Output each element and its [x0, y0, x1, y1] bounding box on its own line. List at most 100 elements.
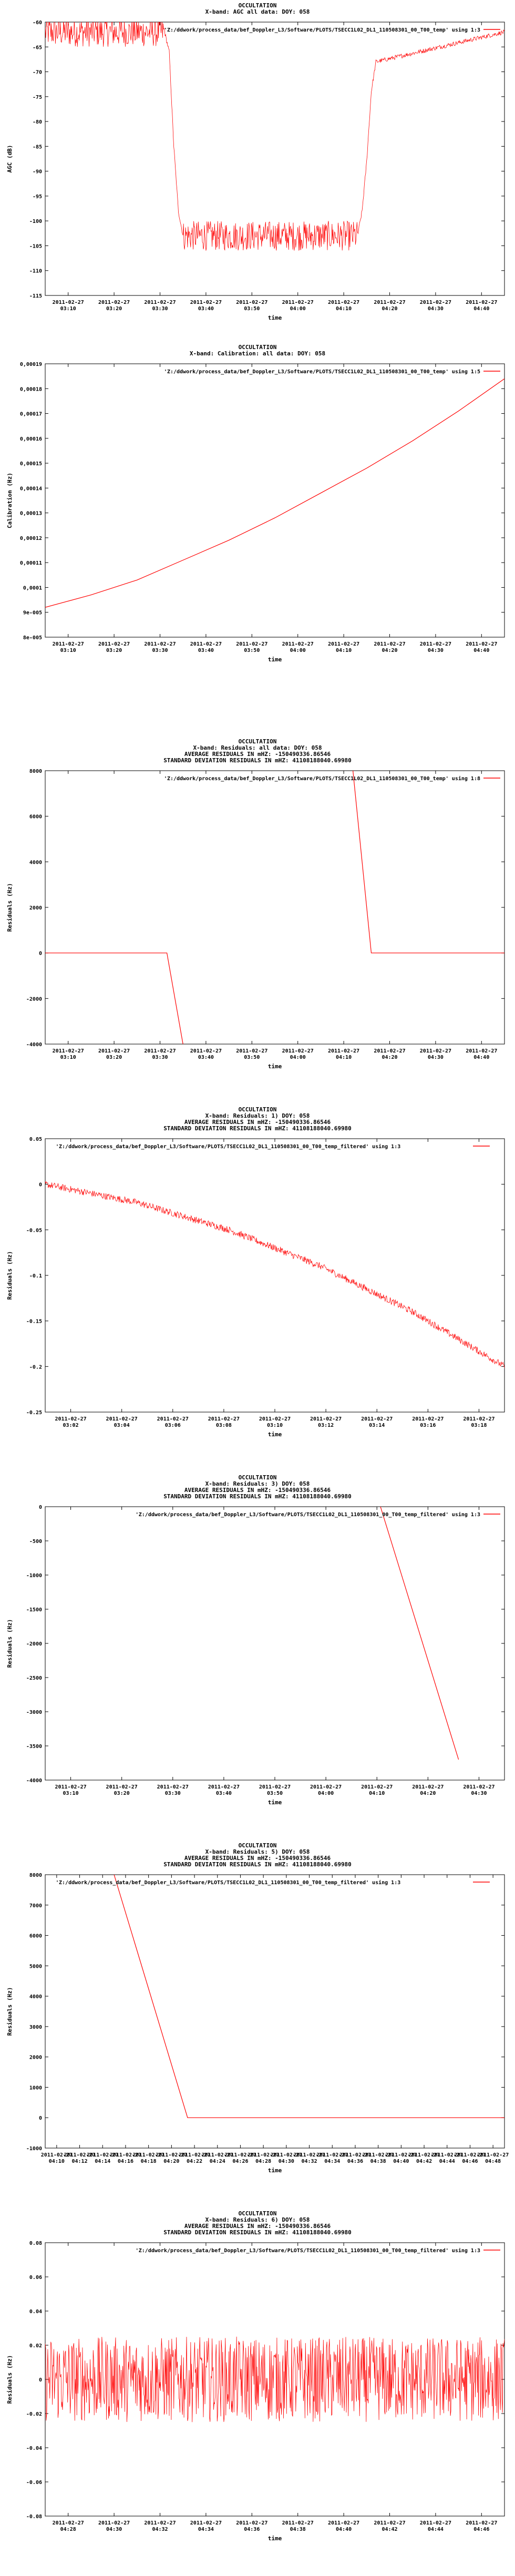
series-line	[45, 953, 183, 1044]
y-tick-label: 2000	[29, 905, 42, 911]
x-tick-label: 03:12	[318, 1423, 334, 1428]
x-tick-label: 03:08	[216, 1423, 232, 1428]
x-tick-label: 04:44	[439, 2159, 455, 2164]
y-tick-label: -90	[33, 169, 42, 175]
x-tick-label: 2011-02-27	[133, 2152, 164, 2158]
x-tick-label: 2011-02-27	[466, 300, 497, 305]
x-axis-label: time	[268, 2167, 282, 2174]
x-tick-label: 04:32	[152, 2527, 168, 2532]
x-tick-label: 03:20	[106, 306, 122, 312]
x-tick-label: 04:10	[336, 648, 352, 653]
x-tick-label: 04:10	[336, 1055, 352, 1060]
legend-label: 'Z:/ddwork/process_data/bef_Doppler_L3/S…	[136, 1511, 480, 1518]
y-tick-label: 0.04	[29, 2309, 42, 2315]
x-tick-label: 03:14	[369, 1423, 385, 1428]
x-tick-label: 04:46	[462, 2159, 478, 2164]
y-tick-label: 9e-005	[23, 610, 42, 616]
chart-subtitle: AVERAGE RESIDUALS IN mHZ: -150490336.865…	[184, 1119, 331, 1126]
y-tick-label: 6000	[29, 1934, 42, 1939]
x-tick-label: 2011-02-27	[339, 2152, 371, 2158]
x-tick-label: 2011-02-27	[98, 641, 130, 647]
chart-panel-7: OCCULTATION X-band: Residuals: 6) DOY: 05…	[0, 2208, 515, 2571]
x-tick-label: 2011-02-27	[431, 2152, 463, 2158]
y-tick-label: 0.05	[29, 1137, 42, 1142]
series-line	[380, 1507, 459, 1760]
x-tick-label: 04:30	[428, 1055, 444, 1060]
x-tick-label: 2011-02-27	[374, 2520, 405, 2526]
x-tick-label: 2011-02-27	[53, 300, 84, 305]
x-tick-label: 04:14	[95, 2159, 110, 2164]
x-tick-label: 2011-02-27	[98, 1048, 130, 1054]
x-tick-label: 2011-02-27	[282, 300, 314, 305]
x-tick-label: 04:32	[301, 2159, 317, 2164]
y-tick-label: 0,0001	[23, 585, 42, 591]
x-tick-label: 2011-02-27	[53, 1048, 84, 1054]
y-tick-label: -2000	[26, 996, 42, 1002]
x-tick-label: 03:10	[267, 1423, 283, 1428]
y-tick-label: 0,00012	[20, 536, 42, 541]
legend-label: 'Z:/ddwork/process_data/bef_Doppler_L3/S…	[56, 1143, 400, 1150]
x-tick-label: 2011-02-27	[179, 2152, 210, 2158]
x-tick-label: 2011-02-27	[236, 300, 267, 305]
x-tick-label: 2011-02-27	[316, 2152, 348, 2158]
x-tick-label: 04:00	[290, 1055, 306, 1060]
x-tick-label: 04:34	[324, 2159, 340, 2164]
y-tick-label: 0	[39, 1182, 42, 1188]
x-tick-label: 2011-02-27	[98, 300, 130, 305]
x-tick-label: 2011-02-27	[463, 1784, 495, 1790]
y-tick-label: 0,00019	[20, 362, 42, 367]
plot-frame	[45, 22, 505, 296]
chart-panel-6: OCCULTATION X-band: Residuals: 5) DOY: 05…	[0, 1840, 515, 2203]
y-tick-label: 0,00016	[20, 436, 42, 442]
x-tick-label: 2011-02-27	[144, 1048, 176, 1054]
x-tick-label: 04:40	[473, 1055, 489, 1060]
y-tick-label: -0.04	[26, 2446, 42, 2451]
y-tick-label: 1000	[29, 2085, 42, 2091]
x-tick-label: 2011-02-27	[190, 1048, 222, 1054]
x-tick-label: 03:10	[63, 1791, 79, 1796]
x-tick-label: 04:16	[118, 2159, 133, 2164]
x-tick-label: 03:50	[244, 648, 260, 653]
x-tick-label: 2011-02-27	[248, 2152, 279, 2158]
plot-frame	[45, 363, 505, 638]
x-tick-label: 03:16	[420, 1423, 436, 1428]
y-tick-label: 0,00018	[20, 386, 42, 392]
x-tick-label: 04:12	[71, 2159, 87, 2164]
x-tick-label: 2011-02-27	[374, 300, 405, 305]
y-tick-label: -4000	[26, 1778, 42, 1784]
x-tick-label: 2011-02-27	[328, 641, 359, 647]
legend-label: 'Z:/ddwork/process_data/bef_Doppler_L3/S…	[164, 27, 480, 33]
chart-subtitle: AVERAGE RESIDUALS IN mHZ: -150490336.865…	[184, 1487, 331, 1494]
chart-subtitle: X-band: Residuals: 6) DOY: 058	[205, 2216, 310, 2223]
y-tick-label: -4000	[26, 1042, 42, 1048]
x-tick-label: 04:00	[318, 1791, 334, 1796]
x-tick-label: 04:00	[290, 648, 306, 653]
x-tick-label: 2011-02-27	[55, 1784, 86, 1790]
chart-subtitle: AVERAGE RESIDUALS IN mHZ: -150490336.865…	[184, 1855, 331, 1862]
y-tick-label: 0.08	[29, 2241, 42, 2246]
y-tick-label: -100	[29, 219, 42, 224]
x-tick-label: 2011-02-27	[282, 1048, 314, 1054]
y-tick-label: -105	[29, 243, 42, 249]
y-tick-label: 0,00015	[20, 461, 42, 467]
y-axis-label: Residuals (Hz)	[6, 2355, 13, 2404]
chart-subtitle: X-band: Residuals: 3) DOY: 058	[205, 1480, 310, 1487]
x-tick-label: 2011-02-27	[420, 300, 451, 305]
y-tick-label: -0.02	[26, 2411, 42, 2417]
series-line	[353, 771, 504, 954]
y-tick-label: 0	[39, 951, 42, 957]
x-tick-label: 04:44	[428, 2527, 444, 2532]
chart-title: OCCULTATION	[239, 1106, 277, 1113]
x-tick-label: 2011-02-27	[202, 2152, 233, 2158]
y-axis-label: Residuals (Hz)	[6, 883, 13, 932]
chart-subtitle: STANDARD DEVIATION RESIDUALS IN mHZ: 411…	[163, 1493, 352, 1500]
x-tick-label: 04:20	[382, 1055, 397, 1060]
y-tick-label: -2500	[26, 1675, 42, 1681]
y-tick-label: 0.06	[29, 2275, 42, 2281]
y-tick-label: 8000	[29, 769, 42, 774]
y-axis-label: AGC (dB)	[6, 145, 13, 173]
x-tick-label: 04:40	[473, 648, 489, 653]
y-tick-label: -115	[29, 293, 42, 299]
x-tick-label: 03:06	[165, 1423, 181, 1428]
x-tick-label: 2011-02-27	[477, 2152, 509, 2158]
